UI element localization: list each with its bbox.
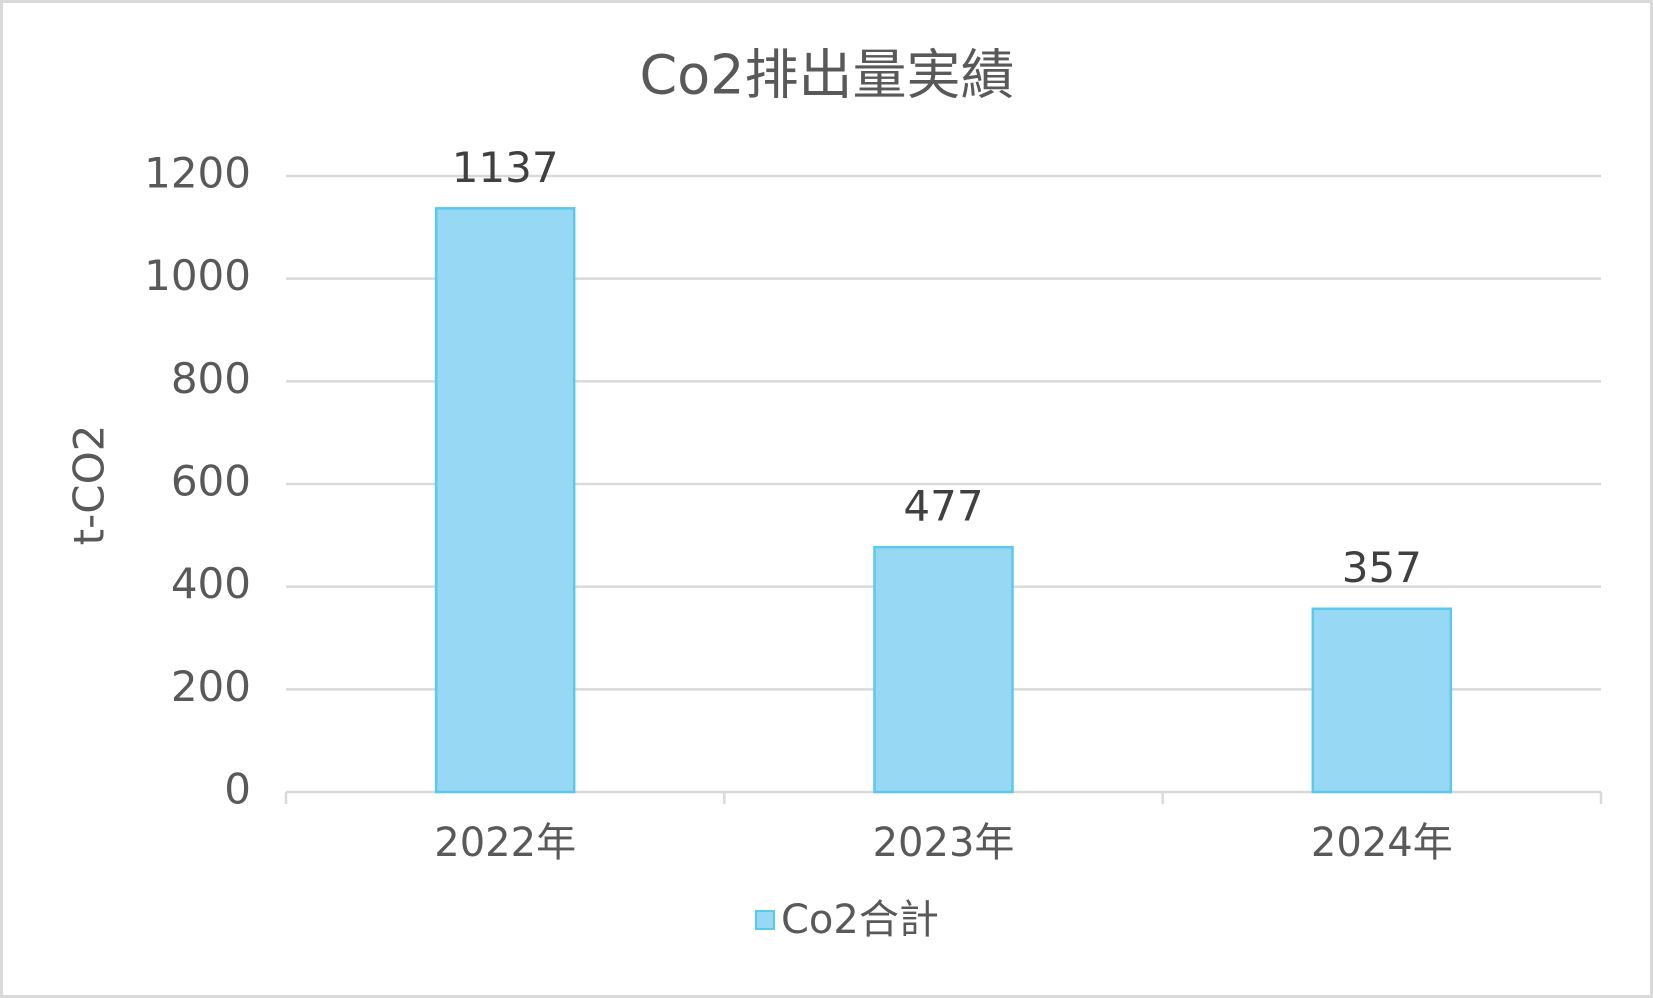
y-tick-label: 400 [171, 559, 251, 608]
y-tick-label: 0 [224, 765, 251, 814]
bar [873, 545, 1014, 794]
legend-swatch [755, 910, 775, 930]
data-label: 357 [1342, 543, 1422, 592]
x-tick-label: 2022年 [434, 820, 576, 866]
x-tick-label: 2023年 [873, 820, 1015, 866]
bar [1311, 607, 1453, 794]
data-label: 1137 [452, 143, 559, 192]
x-tick-label: 2024年 [1311, 820, 1453, 866]
chart-title: Co2排出量実績 [639, 44, 1014, 107]
bar [434, 207, 576, 794]
legend-label: Co2合計 [781, 897, 939, 943]
y-tick-label: 800 [171, 354, 251, 403]
y-tick-label: 1200 [144, 149, 251, 198]
data-label: 477 [903, 482, 983, 531]
y-tick-label: 600 [171, 457, 251, 506]
y-tick-label: 1000 [144, 251, 251, 300]
y-tick-label: 200 [171, 662, 251, 711]
y-axis-label: t-CO2 [65, 425, 114, 546]
